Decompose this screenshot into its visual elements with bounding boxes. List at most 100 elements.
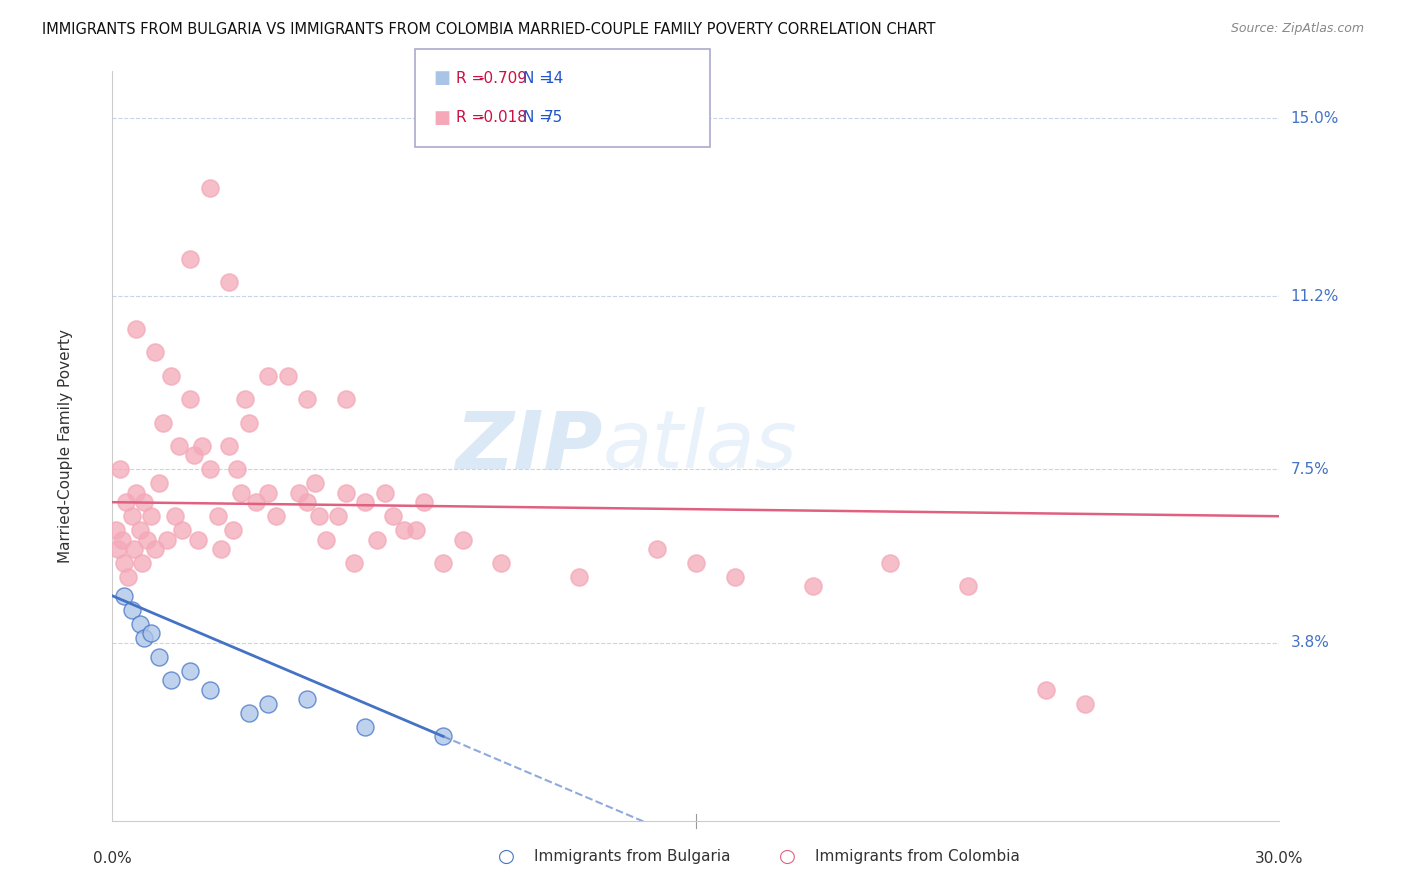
Point [491, 556, 513, 570]
Point [233, 392, 256, 407]
Point [160, 368, 183, 383]
Point [1074, 697, 1097, 711]
Text: 11.2%: 11.2% [1291, 289, 1339, 303]
Point [568, 570, 591, 584]
Point [117, 570, 139, 584]
Point [218, 275, 240, 289]
Point [957, 580, 980, 594]
Point [179, 252, 201, 266]
Point [374, 485, 396, 500]
Point [121, 509, 143, 524]
Point [685, 556, 707, 570]
Point [198, 682, 221, 697]
Point [645, 542, 668, 557]
Point [183, 449, 205, 463]
Point [381, 509, 404, 524]
Point [412, 495, 434, 509]
Text: Married-Couple Family Poverty: Married-Couple Family Poverty [58, 329, 73, 563]
Point [1035, 682, 1057, 697]
Point [394, 523, 416, 537]
Point [148, 649, 170, 664]
Point [179, 664, 201, 678]
Point [131, 556, 153, 570]
Text: ■: ■ [433, 109, 450, 127]
Text: 7.5%: 7.5% [1291, 462, 1329, 477]
Point [179, 392, 201, 407]
Point [207, 509, 229, 524]
Point [238, 706, 260, 720]
Point [112, 556, 135, 570]
Point [257, 368, 280, 383]
Text: R =: R = [456, 71, 489, 86]
Text: ○: ○ [498, 847, 515, 866]
Text: 15.0%: 15.0% [1291, 111, 1339, 126]
Point [148, 476, 170, 491]
Text: -0.018: -0.018 [478, 111, 527, 125]
Point [295, 692, 318, 706]
Point [335, 392, 357, 407]
Point [245, 495, 267, 509]
Point [432, 556, 454, 570]
Point [276, 368, 298, 383]
Point [111, 533, 134, 547]
Text: ○: ○ [779, 847, 796, 866]
Point [115, 495, 138, 509]
Point [226, 462, 249, 476]
Point [122, 542, 145, 557]
Point [209, 542, 232, 557]
Point [125, 485, 148, 500]
Point [191, 439, 214, 453]
Text: Immigrants from Bulgaria: Immigrants from Bulgaria [534, 849, 731, 863]
Point [295, 392, 318, 407]
Point [112, 589, 135, 603]
Text: R =: R = [456, 111, 489, 125]
Point [136, 533, 159, 547]
Point [167, 439, 190, 453]
Point [343, 556, 366, 570]
Point [257, 485, 280, 500]
Point [335, 485, 357, 500]
Point [238, 416, 260, 430]
Text: 14: 14 [544, 71, 564, 86]
Point [354, 720, 377, 734]
Point [451, 533, 474, 547]
Text: atlas: atlas [603, 407, 797, 485]
Point [879, 556, 901, 570]
Point [354, 495, 377, 509]
Text: IMMIGRANTS FROM BULGARIA VS IMMIGRANTS FROM COLOMBIA MARRIED-COUPLE FAMILY POVER: IMMIGRANTS FROM BULGARIA VS IMMIGRANTS F… [42, 22, 935, 37]
Point [315, 533, 337, 547]
Text: ZIP: ZIP [456, 407, 603, 485]
Point [163, 509, 186, 524]
Point [304, 476, 326, 491]
Point [229, 485, 252, 500]
Point [156, 533, 179, 547]
Point [143, 542, 166, 557]
Point [366, 533, 388, 547]
Point [172, 523, 194, 537]
Point [128, 617, 150, 632]
Point [218, 439, 240, 453]
Point [121, 603, 143, 617]
Point [125, 322, 148, 336]
Text: N =: N = [523, 71, 557, 86]
Point [107, 542, 129, 557]
Text: N =: N = [523, 111, 557, 125]
Point [143, 345, 166, 359]
Text: 0.0%: 0.0% [93, 851, 132, 866]
Text: Immigrants from Colombia: Immigrants from Colombia [815, 849, 1021, 863]
Point [432, 730, 454, 744]
Text: ■: ■ [433, 70, 450, 87]
Point [295, 495, 318, 509]
Point [198, 462, 221, 476]
Text: 30.0%: 30.0% [1256, 851, 1303, 866]
Point [257, 697, 280, 711]
Point [152, 416, 174, 430]
Point [128, 523, 150, 537]
Point [141, 509, 163, 524]
Point [308, 509, 330, 524]
Point [222, 523, 245, 537]
Point [132, 495, 155, 509]
Point [141, 626, 163, 640]
Point [801, 580, 824, 594]
Point [132, 631, 155, 645]
